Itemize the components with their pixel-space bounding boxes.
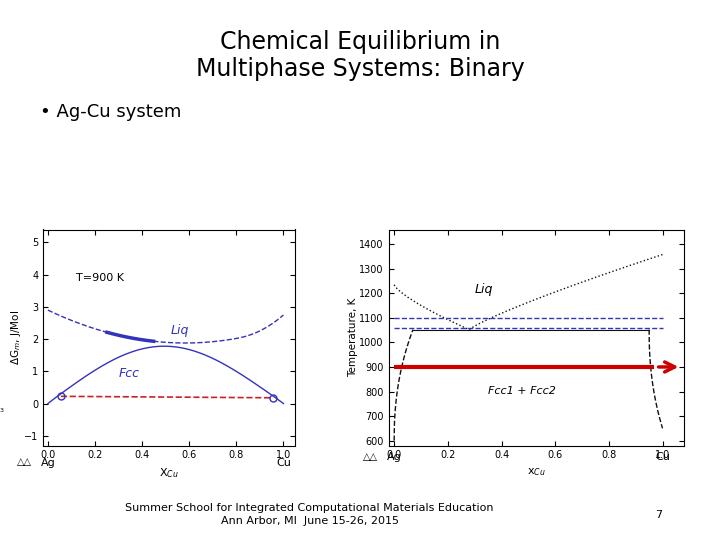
Text: Ag: Ag bbox=[40, 458, 55, 468]
Text: Summer School for Integrated Computational Materials Education: Summer School for Integrated Computation… bbox=[125, 503, 494, 512]
X-axis label: X$_{Cu}$: X$_{Cu}$ bbox=[159, 466, 179, 480]
Text: Ann Arbor, MI  June 15-26, 2015: Ann Arbor, MI June 15-26, 2015 bbox=[220, 516, 399, 526]
Text: Fcc: Fcc bbox=[119, 367, 140, 380]
Y-axis label: Temperature, K: Temperature, K bbox=[348, 298, 358, 377]
Y-axis label: ΔG$_m$, J/Mol: ΔG$_m$, J/Mol bbox=[9, 310, 23, 365]
X-axis label: x$_{Cu}$: x$_{Cu}$ bbox=[527, 466, 546, 478]
Text: Liq: Liq bbox=[171, 325, 189, 338]
Text: Chemical Equilibrium in: Chemical Equilibrium in bbox=[220, 30, 500, 53]
Text: T=900 K: T=900 K bbox=[76, 273, 124, 283]
Text: Fcc1 + Fcc2: Fcc1 + Fcc2 bbox=[488, 386, 556, 396]
Text: Multiphase Systems: Binary: Multiphase Systems: Binary bbox=[196, 57, 524, 80]
Text: △△: △△ bbox=[17, 457, 32, 467]
Text: • Ag-Cu system: • Ag-Cu system bbox=[40, 103, 181, 120]
Text: Ag: Ag bbox=[387, 453, 402, 462]
Text: 7: 7 bbox=[655, 510, 662, 519]
Text: Cu: Cu bbox=[655, 453, 670, 462]
Text: 10$^3$: 10$^3$ bbox=[0, 407, 6, 419]
Text: Liq: Liq bbox=[474, 284, 493, 296]
Text: Cu: Cu bbox=[276, 458, 291, 468]
Text: △△: △△ bbox=[362, 453, 377, 462]
